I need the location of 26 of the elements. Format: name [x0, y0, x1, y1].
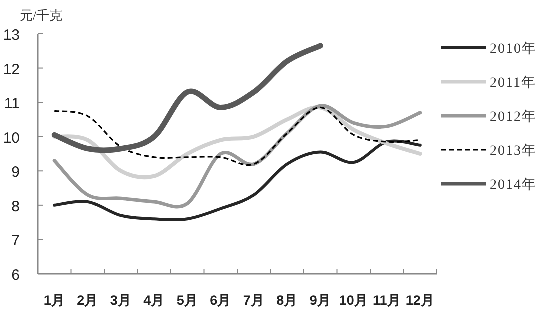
legend-label: 2014年: [490, 177, 537, 193]
x-tick-label: 12月: [406, 293, 435, 308]
x-tick-label: 1月: [44, 293, 66, 308]
x-tick-label: 6月: [210, 293, 232, 308]
legend-label: 2012年: [490, 109, 537, 125]
x-tick-label: 2月: [77, 293, 99, 308]
legend-label: 2011年: [490, 75, 536, 91]
x-tick-label: 10月: [339, 293, 368, 308]
y-tick-label: 13: [3, 27, 20, 44]
x-tick-label: 4月: [144, 293, 166, 308]
y-tick-label: 9: [12, 164, 20, 182]
x-tick-label: 3月: [110, 293, 132, 308]
y-tick-label: 10: [3, 130, 20, 147]
legend-label: 2010年: [490, 41, 537, 57]
y-tick-label: 8: [12, 198, 20, 216]
x-tick-label: 5月: [176, 293, 198, 308]
y-tick-label: 7: [12, 232, 20, 250]
y-axis-title: 元/千克: [20, 8, 63, 23]
x-tick-label: 8月: [276, 293, 298, 308]
legend-label: 2013年: [490, 143, 537, 159]
x-tick-label: 9月: [310, 293, 332, 308]
x-tick-label: 11月: [372, 293, 402, 308]
y-tick-label: 6: [12, 267, 20, 284]
x-tick-label: 7月: [243, 293, 265, 308]
y-tick-label: 12: [3, 61, 20, 78]
y-tick-label: 11: [4, 96, 20, 113]
